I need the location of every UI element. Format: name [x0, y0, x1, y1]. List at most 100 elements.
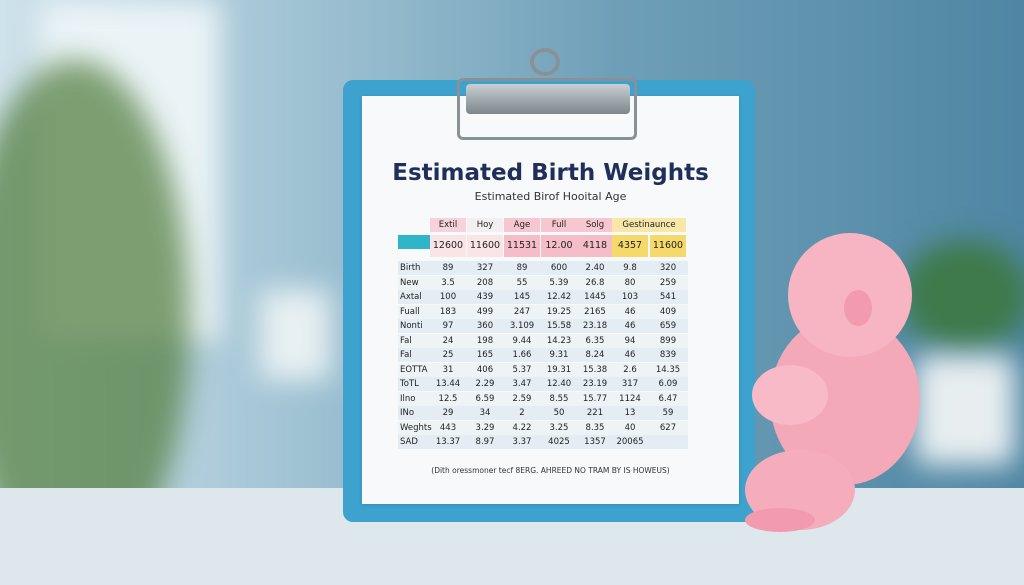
row-cell: 55: [516, 277, 528, 288]
row-cell: 12.5: [438, 393, 458, 404]
clip: [466, 84, 630, 114]
row-cell: 25: [442, 350, 454, 360]
row-cell: 50: [553, 408, 565, 418]
row-cell: 198: [476, 335, 494, 346]
row-cell: 327: [476, 263, 494, 273]
row-label: INo: [400, 408, 415, 418]
row-cell: 19.31: [546, 364, 572, 375]
header-cell: Gestinaunce: [612, 218, 686, 232]
row-cell: 2165: [584, 306, 606, 317]
row-label: Axtal: [400, 292, 422, 302]
highlight-cell: 11600: [467, 235, 503, 257]
highlight-cell: 12.00: [541, 235, 577, 257]
row-cell: 2.40: [585, 263, 605, 273]
header-cell: Age: [504, 218, 540, 232]
row-label: EOTTA: [400, 364, 428, 375]
row-cell: 12.42: [546, 292, 572, 302]
row-cell: 627: [659, 422, 677, 433]
row-cell: 14.23: [546, 335, 572, 346]
row-stripe: [398, 391, 688, 406]
row-label: Weghts: [400, 422, 432, 433]
footnote: (Dith oressmoner tecf 8ERG. AHREED NO TR…: [431, 466, 670, 475]
row-stripe: [398, 348, 688, 362]
row-cell: 3.5: [441, 277, 455, 288]
row-cell: 14.35: [655, 364, 681, 375]
row-cell: 6.59: [475, 393, 495, 404]
row-cell: 4025: [548, 437, 570, 447]
row-cell: 2.59: [512, 393, 532, 404]
row-cell: 839: [659, 350, 677, 360]
baby-figure: [745, 233, 920, 532]
row-cell: 46: [624, 321, 636, 331]
row-cell: 6.35: [585, 335, 605, 346]
row-cell: 320: [659, 263, 677, 273]
row-cell: 80: [624, 277, 636, 288]
row-stripe: [398, 333, 688, 348]
row-cell: 1445: [584, 292, 606, 302]
row-cell: 208: [476, 277, 494, 288]
row-cell: 20065: [616, 437, 644, 447]
row-cell: 499: [476, 306, 494, 317]
highlight-label: [398, 235, 440, 249]
highlight-cell: 11531: [504, 235, 540, 257]
row-cell: 103: [621, 292, 639, 302]
row-cell: 8.55: [549, 393, 569, 404]
row-cell: 2: [519, 408, 525, 418]
row-cell: 34: [479, 408, 491, 418]
row-cell: 3.109: [509, 321, 535, 331]
row-cell: 15.77: [582, 393, 608, 404]
row-cell: 13.37: [435, 437, 461, 447]
paper: Estimated Birth Weights Estimated Birof …: [362, 96, 739, 504]
row-cell: 46: [624, 306, 636, 317]
row-label: Fuall: [400, 306, 420, 317]
row-cell: 406: [476, 364, 494, 375]
row-cell: 145: [513, 292, 531, 302]
clip-frame: [457, 78, 637, 140]
row-cell: 600: [550, 263, 568, 273]
row-cell: 5.37: [512, 364, 532, 375]
row-cell: 9.44: [512, 335, 532, 346]
header-cell: Solg: [577, 218, 613, 232]
row-stripe: [398, 290, 688, 304]
row-cell: 26.8: [585, 277, 605, 288]
highlight-cell: 12600: [430, 235, 466, 257]
row-label: Ilno: [400, 393, 416, 404]
highlight-cell: 4357: [612, 235, 648, 257]
row-cell: 259: [659, 277, 677, 288]
row-cell: 8.97: [475, 437, 495, 447]
row-cell: 24: [442, 335, 454, 346]
row-stripe: [398, 362, 688, 377]
row-cell: 409: [659, 306, 677, 317]
row-cell: 94: [624, 335, 636, 346]
row-cell: 89: [516, 263, 528, 273]
baby-ear: [844, 290, 872, 326]
pot-blur: [260, 290, 330, 380]
row-cell: 360: [476, 321, 494, 331]
row-label: New: [400, 277, 419, 288]
row-label: ToTL: [400, 379, 419, 389]
row-cell: 89: [442, 263, 454, 273]
header-cell: Extil: [430, 218, 466, 232]
row-stripe: [398, 261, 688, 275]
row-cell: 12.40: [546, 379, 572, 389]
row-cell: 3.29: [475, 422, 495, 433]
row-cell: 23.19: [582, 379, 608, 389]
baby-arm: [752, 365, 828, 425]
subtitle: Estimated Birof Hooital Age: [474, 190, 627, 203]
row-stripe: [398, 420, 688, 435]
row-stripe: [398, 377, 688, 391]
row-stripe: [398, 406, 688, 420]
row-stripe: [398, 435, 688, 449]
highlight-cell: 11600: [650, 235, 686, 257]
row-cell: 23.18: [582, 321, 608, 331]
header-cell: Hoy: [467, 218, 503, 232]
row-cell: 97: [442, 321, 454, 331]
row-stripe: [398, 319, 688, 333]
row-cell: 2.6: [623, 364, 637, 375]
row-cell: 165: [476, 350, 494, 360]
row-cell: 9.8: [623, 263, 637, 273]
row-cell: 40: [624, 422, 636, 433]
row-cell: 29: [442, 408, 454, 418]
row-cell: 15.38: [582, 364, 608, 375]
header-cell: Full: [541, 218, 577, 232]
